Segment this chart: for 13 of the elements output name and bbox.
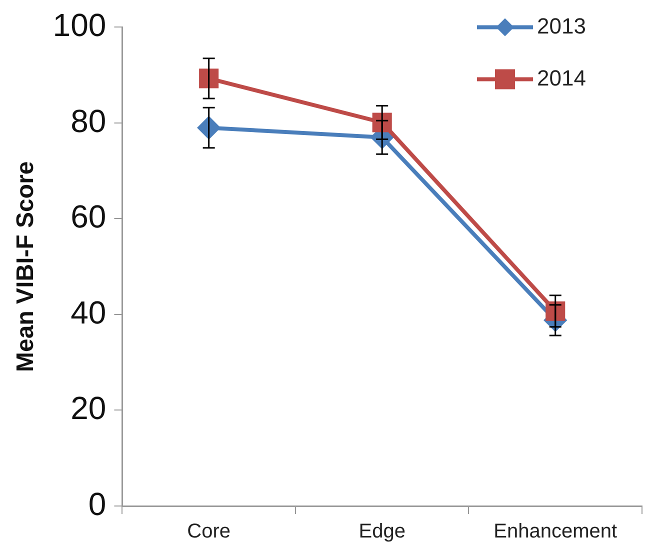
point [199,68,219,88]
y-tick-label: 60 [70,198,106,235]
y-tick-label: 0 [88,486,106,522]
x-tick-label: Enhancement [494,520,618,543]
y-tick-label: 100 [52,7,106,44]
legend-label: 2014 [537,65,586,90]
x-tick-label: Core [187,520,231,543]
y-axis-title: Mean VIBI-F Score [12,161,40,372]
y-tick-label: 40 [70,294,106,330]
x-tick-label: Edge [358,520,406,543]
legend-label: 2013 [537,13,586,38]
y-tick-label: 80 [70,102,106,139]
y-tick-label: 20 [70,390,106,426]
